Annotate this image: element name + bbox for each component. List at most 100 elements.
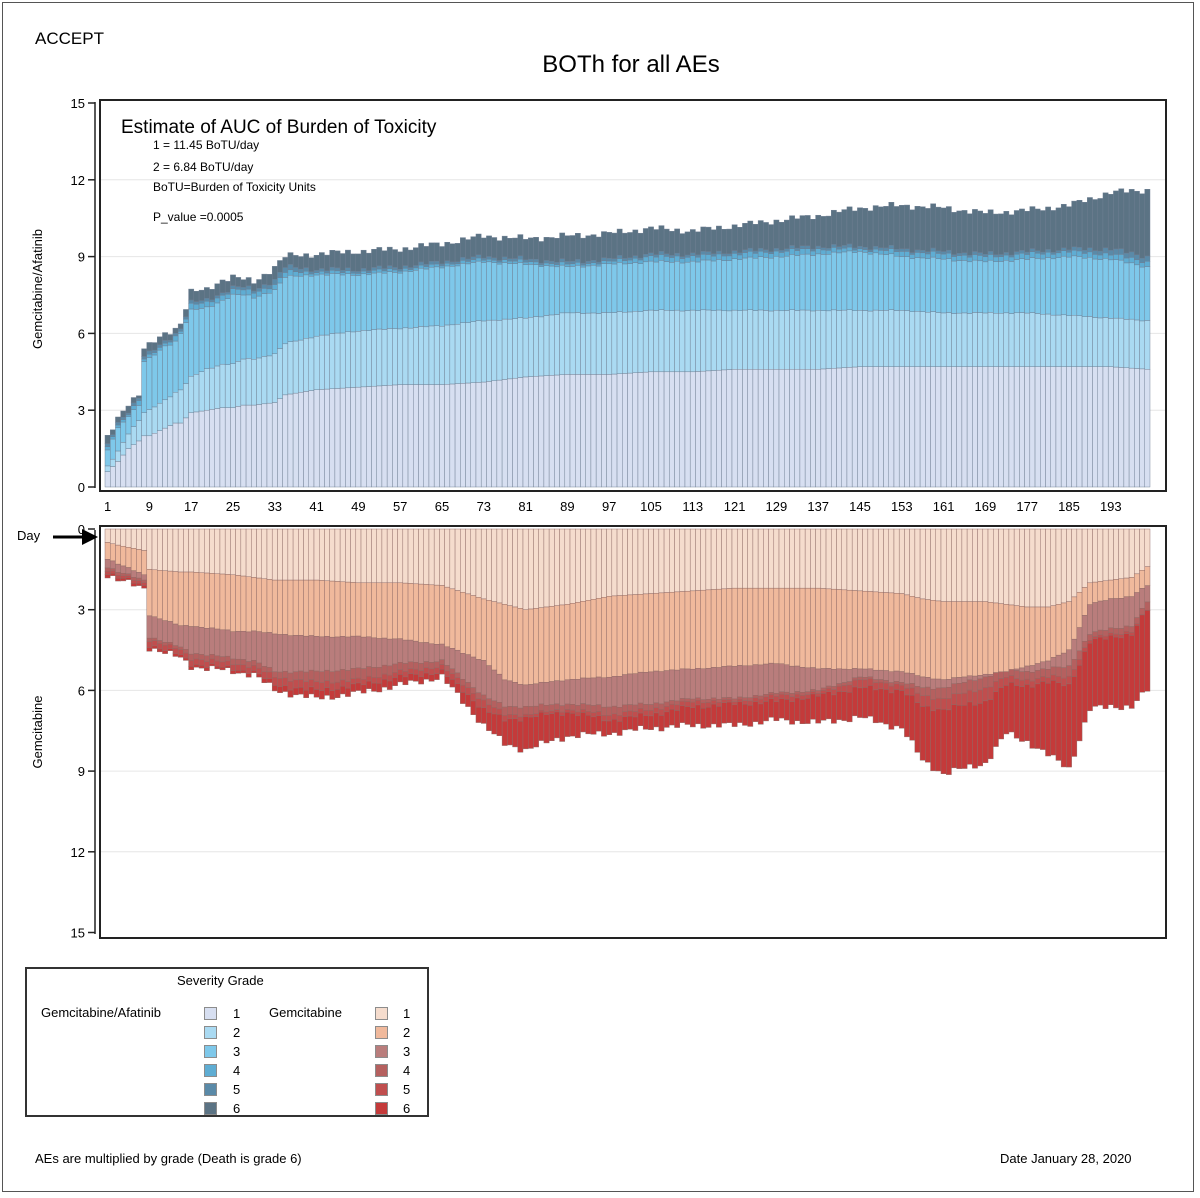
top-bar-day14-grade3 [172, 340, 179, 393]
top-bar-day6-grade6 [130, 397, 137, 404]
top-bar-day148-grade6 [872, 205, 879, 247]
severity-legend: Severity Grade Gemcitabine/Afatinib Gemc… [25, 967, 429, 1117]
top-bar-day61-grade3 [418, 268, 424, 327]
bottom-bar-day106-grade1 [653, 528, 660, 594]
top-bar-day95-grade5 [595, 261, 602, 265]
x-tick-label: 97 [602, 499, 616, 514]
top-bar-day90-grade3 [569, 266, 576, 314]
bottom-bar-day122-grade2 [736, 587, 743, 666]
top-bar-day29-grade2 [251, 359, 257, 406]
bottom-bar-day115-grade5 [700, 702, 707, 709]
bottom-bar-day43-grade6 [324, 687, 330, 696]
bottom-bar-day11-grade3 [157, 618, 163, 641]
bottom-bar-day34-grade2 [277, 579, 283, 635]
top-bar-day178-grade5 [1029, 248, 1036, 252]
bottom-bar-day178-grade4 [1029, 672, 1036, 682]
bottom-bar-day63-grade5 [428, 668, 435, 676]
bottom-bar-day181-grade4 [1045, 669, 1051, 678]
top-bar-day153-grade2 [898, 310, 905, 367]
day-label: Day [17, 528, 41, 543]
bottom-bar-day36-grade1 [287, 528, 294, 581]
top-bar-day42-grade5 [319, 268, 325, 272]
bottom-bar-day187-grade1 [1076, 528, 1083, 593]
bottom-bar-day114-grade1 [695, 528, 701, 591]
top-bar-day86-grade4 [548, 263, 555, 267]
bottom-bar-day185-grade2 [1066, 601, 1072, 651]
bottom-bar-day189-grade5 [1087, 640, 1093, 644]
top-bar-day28-grade4 [245, 288, 252, 296]
top-bar-day193-grade6 [1107, 194, 1114, 251]
top-bar-day64-grade4 [433, 263, 440, 268]
bottom-bar-day111-grade6 [679, 705, 686, 723]
bottom-bar-day47-grade1 [345, 528, 351, 583]
top-bar-day187-grade2 [1076, 315, 1083, 367]
top-bar-day85-grade2 [543, 315, 550, 376]
top-bar-day150-grade2 [883, 310, 889, 367]
top-bar-day191-grade5 [1097, 250, 1104, 256]
top-bar-day156-grade2 [914, 311, 921, 367]
top-bar-day92-grade2 [580, 313, 586, 375]
bottom-bar-day91-grade3 [575, 679, 581, 706]
top-bar-day86-grade5 [548, 260, 555, 264]
top-bar-day38-grade1 [298, 392, 304, 488]
top-bar-day135-grade2 [804, 309, 811, 370]
top-bar-day189-grade2 [1087, 316, 1093, 367]
bottom-bar-day9-grade3 [146, 615, 153, 639]
bottom-bar-day121-grade3 [731, 666, 738, 700]
top-bar-day117-grade1 [710, 370, 717, 488]
top-bar-day185-grade5 [1066, 249, 1072, 253]
top-bar-day134-grade2 [799, 309, 806, 370]
top-bar-day37-grade6 [292, 255, 299, 268]
bottom-bar-day1-grade6 [104, 574, 111, 579]
top-bar-day182-grade4 [1050, 254, 1057, 260]
top-bar-day88-grade5 [559, 258, 566, 263]
bottom-bar-day110-grade2 [674, 591, 680, 671]
top-bar-day157-grade1 [919, 366, 926, 488]
top-bar-day124-grade6 [747, 220, 754, 249]
top-bar-day172-grade5 [998, 254, 1004, 257]
top-bar-day120-grade2 [726, 310, 733, 370]
bottom-bar-day166-grade5 [966, 689, 973, 703]
top-bar-day34-grade3 [277, 282, 283, 349]
bottom-bar-day137-grade5 [815, 693, 822, 697]
top-bar-day183-grade4 [1055, 252, 1062, 258]
top-bar-day189-grade3 [1087, 257, 1093, 317]
top-bar-day150-grade4 [883, 250, 889, 255]
top-bar-day46-grade3 [339, 274, 346, 334]
top-bar-day97-grade5 [606, 257, 613, 262]
bottom-bar-day76-grade6 [496, 714, 503, 736]
bottom-bar-day129-grade4 [773, 693, 780, 697]
legend-left-swatch-2 [204, 1026, 217, 1039]
top-bar-day151-grade3 [888, 253, 895, 310]
top-bar-day176-grade6 [1019, 208, 1025, 251]
bottom-bar-day129-grade1 [773, 528, 780, 589]
top-bar-day169-grade6 [982, 213, 989, 255]
bottom-bar-day8-grade6 [141, 585, 148, 589]
top-bar-day55-grade4 [386, 268, 393, 272]
bottom-bar-day188-grade4 [1081, 641, 1088, 648]
bottom-bar-day118-grade1 [716, 528, 722, 590]
bottom-bar-day65-grade3 [439, 643, 445, 660]
bottom-bar-day139-grade3 [825, 668, 832, 687]
top-bar-day145-grade6 [857, 207, 863, 247]
bottom-bar-day184-grade3 [1060, 652, 1067, 668]
top-bar-day177-grade1 [1024, 366, 1031, 488]
bottom-bar-day153-grade1 [898, 528, 905, 594]
bottom-bar-day62-grade3 [423, 642, 430, 662]
bottom-bar-day60-grade5 [413, 668, 419, 675]
top-bar-day98-grade4 [611, 260, 618, 265]
bottom-bar-day108-grade6 [663, 711, 670, 728]
bottom-bar-day22-grade2 [214, 573, 221, 630]
top-bar-day76-grade6 [496, 240, 503, 261]
top-bar-day135-grade4 [804, 248, 811, 255]
top-bar-day28-grade3 [245, 294, 252, 359]
top-bar-day90-grade5 [569, 260, 576, 265]
bottom-bar-day61-grade1 [418, 528, 424, 585]
top-bar-day56-grade1 [392, 384, 398, 488]
bottom-bar-day187-grade6 [1076, 664, 1083, 742]
top-bar-day151-grade2 [888, 309, 895, 367]
bottom-bar-day85-grade6 [543, 714, 550, 744]
top-bar-day174-grade3 [1008, 261, 1015, 314]
bottom-bar-day197-grade2 [1128, 577, 1135, 597]
bottom-bar-day133-grade3 [794, 665, 801, 692]
